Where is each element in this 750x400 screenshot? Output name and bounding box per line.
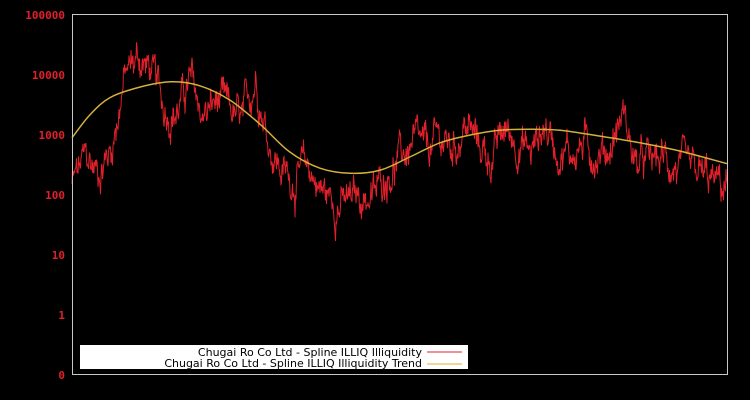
y-tick-label: 10 (52, 249, 65, 262)
y-tick-label: 100000 (25, 9, 65, 22)
legend-box (80, 345, 468, 369)
y-tick-label: 1000 (39, 129, 66, 142)
y-tick-label: 100 (45, 189, 65, 202)
y-axis: 100000 10000 1000 100 10 1 0 (25, 9, 65, 382)
y-tick-label: 1 (58, 309, 65, 322)
legend-label-illiq: Chugai Ro Co Ltd - Spline ILLIQ Illiquid… (198, 346, 423, 359)
trend-series-line (71, 81, 729, 175)
y-tick-label: 10000 (32, 69, 65, 82)
plot-frame (72, 14, 728, 375)
plot-area (71, 42, 729, 242)
y-tick-label: 0 (58, 369, 65, 382)
legend: Chugai Ro Co Ltd - Spline ILLIQ Illiquid… (80, 345, 468, 370)
legend-label-trend: Chugai Ro Co Ltd - Spline ILLIQ Illiquid… (164, 357, 422, 370)
